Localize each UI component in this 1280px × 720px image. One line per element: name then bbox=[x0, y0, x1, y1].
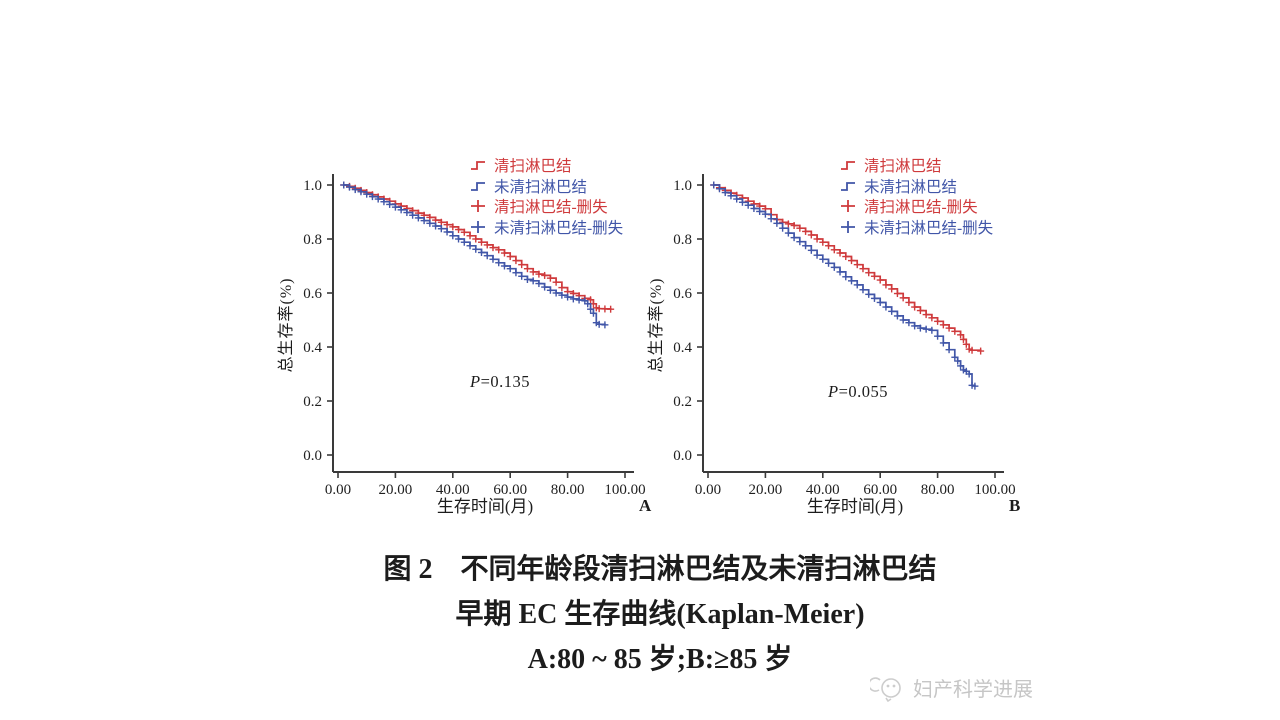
y-axis-title-a: 总生存率(%) bbox=[278, 277, 295, 373]
p-value-b: P=0.055 bbox=[783, 382, 933, 402]
svg-text:100.00: 100.00 bbox=[604, 482, 645, 498]
svg-text:1.0: 1.0 bbox=[673, 178, 692, 194]
svg-text:20.00: 20.00 bbox=[379, 482, 413, 498]
svg-text:0.00: 0.00 bbox=[695, 482, 721, 498]
svg-text:0.2: 0.2 bbox=[303, 394, 322, 410]
step-line-marker-icon bbox=[839, 158, 859, 172]
censor-plus-marker-icon bbox=[469, 199, 489, 213]
km-panel-a: 0.0 0.2 0.4 0.6 0.8 1.0 0.00 20.00 40.00 60.00 80.… bbox=[265, 148, 665, 543]
legend-label: 未清扫淋巴结 bbox=[864, 178, 958, 196]
legend-label: 未清扫淋巴结-删失 bbox=[864, 219, 994, 237]
y-axis-title-b: 总生存率(%) bbox=[648, 277, 665, 373]
legend-label: 未清扫淋巴结 bbox=[494, 178, 588, 196]
svg-text:0.00: 0.00 bbox=[325, 482, 351, 498]
svg-text:0.8: 0.8 bbox=[303, 232, 322, 248]
svg-text:80.00: 80.00 bbox=[921, 482, 955, 498]
watermark-logo-icon bbox=[870, 672, 906, 702]
legend-item: 未清扫淋巴结-删失 bbox=[839, 217, 993, 238]
svg-text:80.00: 80.00 bbox=[551, 482, 585, 498]
caption-line-2: 早期 EC 生存曲线(Kaplan-Meier) bbox=[455, 599, 865, 630]
legend-item: 未清扫淋巴结 bbox=[839, 176, 993, 197]
svg-text:60.00: 60.00 bbox=[863, 482, 897, 498]
svg-text:100.00: 100.00 bbox=[974, 482, 1015, 498]
legend-label: 清扫淋巴结 bbox=[494, 158, 572, 176]
legend-label: 清扫淋巴结-删失 bbox=[864, 199, 978, 217]
caption-line-1: 图 2 不同年龄段清扫淋巴结及未清扫淋巴结 bbox=[383, 554, 937, 585]
svg-text:0.4: 0.4 bbox=[673, 340, 692, 356]
legend-item: 清扫淋巴结 bbox=[469, 155, 623, 176]
svg-text:0.8: 0.8 bbox=[673, 232, 692, 248]
svg-text:20.00: 20.00 bbox=[749, 482, 783, 498]
km-chart-b: 0.0 0.2 0.4 0.6 0.8 1.0 0.00 20.00 40.00 60.00 80.… bbox=[673, 174, 1016, 498]
legend-item: 清扫淋巴结 bbox=[839, 155, 993, 176]
censor-plus-marker-icon bbox=[839, 220, 859, 234]
svg-text:0.4: 0.4 bbox=[303, 340, 322, 356]
legend-a: 清扫淋巴结 未清扫淋巴结 清扫淋巴结-删失 未清扫淋巴结-删失 bbox=[469, 155, 623, 237]
km-panel-b: 0.0 0.2 0.4 0.6 0.8 1.0 0.00 20.00 40.00 60.00 80.… bbox=[635, 148, 1035, 543]
svg-text:0.0: 0.0 bbox=[303, 448, 322, 464]
legend-item: 清扫淋巴结-删失 bbox=[839, 196, 993, 217]
legend-item: 未清扫淋巴结-删失 bbox=[469, 217, 623, 238]
caption-line-3: A:80 ~ 85 岁;B:≥85 岁 bbox=[527, 644, 793, 675]
legend-item: 未清扫淋巴结 bbox=[469, 176, 623, 197]
km-chart-a: 0.0 0.2 0.4 0.6 0.8 1.0 0.00 20.00 40.00 60.00 80.… bbox=[303, 174, 646, 498]
svg-text:0.6: 0.6 bbox=[303, 286, 322, 302]
svg-text:0.2: 0.2 bbox=[673, 394, 692, 410]
step-line-marker-icon bbox=[469, 158, 489, 172]
x-axis-title-b: 生存时间(月) bbox=[806, 497, 904, 516]
p-number-a: =0.135 bbox=[480, 372, 531, 391]
p-value-a: P=0.135 bbox=[425, 372, 575, 392]
figure-caption: 图 2 不同年龄段清扫淋巴结及未清扫淋巴结 早期 EC 生存曲线(Kaplan-… bbox=[160, 547, 1160, 682]
legend-label: 清扫淋巴结 bbox=[864, 158, 942, 176]
watermark: 妇产科学进展 bbox=[870, 672, 1033, 702]
svg-text:40.00: 40.00 bbox=[436, 482, 470, 498]
x-axis-title-a: 生存时间(月) bbox=[436, 497, 534, 516]
p-symbol-b: P bbox=[827, 382, 839, 401]
svg-text:40.00: 40.00 bbox=[806, 482, 840, 498]
legend-item: 清扫淋巴结-删失 bbox=[469, 196, 623, 217]
step-line-marker-icon bbox=[839, 179, 859, 193]
svg-text:1.0: 1.0 bbox=[303, 178, 322, 194]
legend-b: 清扫淋巴结 未清扫淋巴结 清扫淋巴结-删失 未清扫淋巴结-删失 bbox=[839, 155, 993, 237]
legend-label: 未清扫淋巴结-删失 bbox=[494, 219, 624, 237]
step-line-marker-icon bbox=[469, 179, 489, 193]
svg-text:60.00: 60.00 bbox=[493, 482, 527, 498]
panel-letter-a: A bbox=[639, 496, 652, 515]
censor-plus-marker-icon bbox=[839, 199, 859, 213]
p-number-b: =0.055 bbox=[838, 382, 889, 401]
legend-label: 清扫淋巴结-删失 bbox=[494, 199, 608, 217]
svg-text:0.0: 0.0 bbox=[673, 448, 692, 464]
panel-letter-b: B bbox=[1009, 496, 1021, 515]
watermark-text: 妇产科学进展 bbox=[913, 678, 1033, 701]
censor-plus-marker-icon bbox=[469, 220, 489, 234]
p-symbol-a: P bbox=[469, 372, 481, 391]
svg-text:0.6: 0.6 bbox=[673, 286, 692, 302]
